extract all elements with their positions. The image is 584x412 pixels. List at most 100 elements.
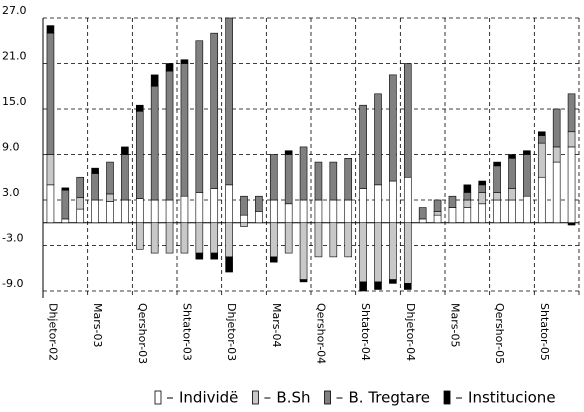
- bar-segment: [150, 222, 159, 254]
- bar-segment: [508, 199, 516, 224]
- bar-segment: [180, 59, 189, 64]
- x-tick-label: Mars-04: [270, 303, 283, 347]
- bar-segment: [299, 279, 308, 283]
- bar-segment: [240, 195, 248, 216]
- bar-segment: [493, 199, 501, 224]
- bar-segment: [269, 199, 278, 224]
- bar-segment: [508, 188, 516, 201]
- bar-segment: [180, 222, 189, 254]
- bar-segment: [91, 173, 99, 201]
- y-tick-label: 3.0: [2, 186, 20, 199]
- bar-segment: [135, 198, 144, 224]
- bar-segment: [478, 180, 487, 186]
- bar-segment: [225, 222, 233, 258]
- bar-segment: [314, 199, 323, 224]
- legend-swatch: [443, 390, 451, 405]
- bar-segment: [210, 32, 219, 189]
- bar-segment: [299, 222, 308, 280]
- bar-segment: [61, 187, 70, 191]
- bar-segment: [225, 17, 233, 186]
- bar-segment: [299, 146, 308, 201]
- bar-segment: [359, 104, 367, 189]
- bar-segment: [418, 218, 427, 224]
- bar-segment: [537, 135, 546, 144]
- legend-swatch: [324, 390, 331, 405]
- legend-label: B. Tregtare: [349, 389, 431, 407]
- bar-segment: [165, 199, 174, 224]
- bar-segment: [552, 108, 561, 148]
- bar-segment: [374, 222, 382, 283]
- bar-segment: [210, 252, 219, 260]
- bar-segment: [567, 93, 576, 133]
- bar-segment: [61, 218, 70, 224]
- x-tick-label: Qershor-03: [136, 303, 149, 364]
- bar-segment: [359, 188, 367, 224]
- bar-segment: [329, 222, 338, 258]
- y-tick-label: -3.0: [2, 232, 23, 245]
- bar-segment: [76, 208, 85, 224]
- bar-segment: [344, 222, 353, 258]
- bar-segment: [121, 199, 129, 224]
- bar-segment: [225, 256, 233, 273]
- x-tick-label: Dhjetor-04: [404, 303, 417, 361]
- bar-segment: [210, 188, 219, 224]
- y-tick-label: 21.0: [2, 50, 27, 63]
- x-tick-label: Mars-03: [91, 303, 104, 347]
- bar-segment: [91, 167, 99, 174]
- bar-segment: [508, 154, 516, 159]
- bar-segment: [359, 281, 367, 292]
- y-tick-label: 15.0: [2, 95, 27, 108]
- bar-segment: [463, 184, 472, 193]
- bar-segment: [552, 161, 561, 224]
- bar-segment: [374, 281, 382, 290]
- y-tick-label: 27.0: [2, 4, 27, 17]
- bar-segment: [359, 222, 367, 283]
- bar-segment: [493, 161, 501, 167]
- bar-segment: [46, 25, 55, 34]
- bar-segment: [374, 93, 382, 186]
- bar-segment: [195, 252, 204, 260]
- bar-segment: [46, 154, 55, 186]
- bar-segment: [478, 192, 487, 205]
- bar-segment: [389, 74, 397, 182]
- bar-segment: [135, 222, 144, 250]
- bar-segment: [195, 222, 204, 254]
- bar-segment: [463, 199, 472, 208]
- bar-segment: [210, 222, 219, 254]
- x-tick-label: Qershor-04: [314, 303, 327, 364]
- bar-segment: [299, 199, 308, 224]
- bar-segment: [135, 104, 144, 112]
- bar-segment: [255, 195, 263, 212]
- bar-segment: [135, 110, 144, 199]
- bar-segment: [403, 63, 412, 178]
- bar-segment: [448, 207, 457, 224]
- bar-segment: [493, 192, 501, 201]
- bar-segment: [76, 176, 85, 199]
- bar-segment: [537, 131, 546, 136]
- bar-segment: [493, 165, 501, 193]
- x-tick-label: Dhjetor-03: [225, 303, 238, 361]
- x-tick-label: Shtator-04: [359, 303, 372, 361]
- bar-segment: [61, 189, 70, 220]
- bar-segment: [567, 131, 576, 148]
- bar-segment: [433, 211, 442, 216]
- bar-segment: [269, 256, 278, 263]
- bar-segment: [478, 184, 487, 193]
- bar-segment: [448, 195, 457, 208]
- bar-segment: [418, 207, 427, 220]
- bar-segment: [180, 195, 189, 224]
- x-tick-label: Qershor-05: [493, 303, 506, 364]
- bar-segment: [329, 161, 338, 201]
- bar-segment: [508, 157, 516, 189]
- bar-segment: [344, 157, 353, 201]
- bar-segment: [403, 176, 412, 224]
- legend-swatch: [154, 390, 162, 405]
- bar-segment: [284, 154, 293, 205]
- bar-segment: [121, 154, 129, 201]
- bar-segment: [150, 74, 159, 87]
- bar-segment: [91, 199, 99, 224]
- x-tick-label: Dhjetor-02: [46, 303, 59, 361]
- legend-label: Institucione: [468, 389, 556, 407]
- bar-segment: [121, 146, 129, 155]
- bar-segment: [165, 70, 174, 201]
